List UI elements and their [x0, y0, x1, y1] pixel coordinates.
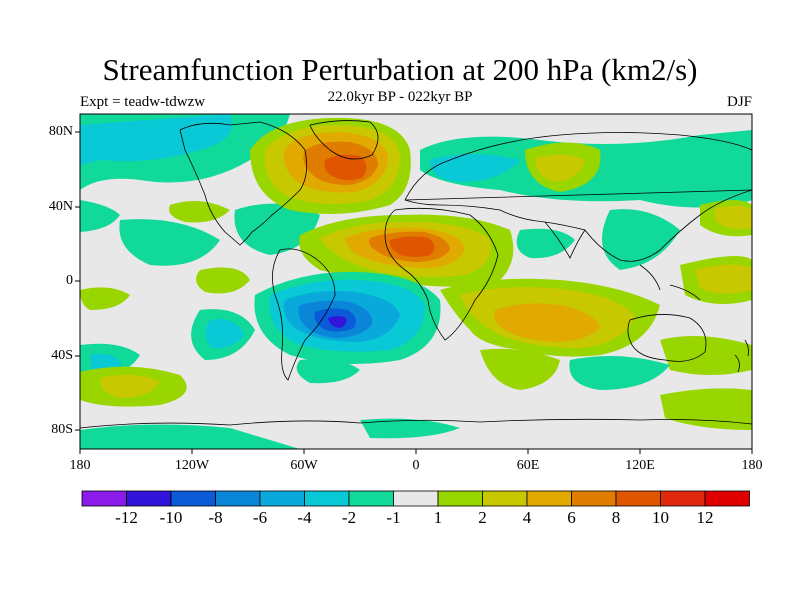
contour-region: [196, 267, 250, 294]
contour-region: [296, 358, 360, 384]
coastlines: [80, 120, 752, 429]
colorbar-swatch: [437, 490, 483, 507]
contour-region: [234, 203, 320, 255]
colorbar: [81, 490, 750, 507]
contour-region: [80, 424, 300, 449]
contour-region: [493, 303, 600, 342]
lat-tick-label: 0: [66, 273, 73, 288]
colorbar-label: -1: [386, 508, 401, 527]
coastline-india: [544, 221, 586, 259]
coastline-greenland: [309, 120, 379, 160]
lat-tick-label: 40S: [51, 348, 73, 363]
colorbar-label: 12: [696, 508, 714, 527]
contour-region: [328, 316, 347, 328]
colorbar-swatch: [482, 490, 528, 507]
colorbar-label: -8: [208, 508, 223, 527]
contour-region: [119, 219, 220, 266]
colorbar-swatch: [215, 490, 261, 507]
lon-tick-label: 180: [741, 458, 763, 473]
lon-tick-label: 180: [69, 458, 91, 473]
colorbar-swatch: [81, 490, 127, 507]
contour-region: [602, 209, 680, 270]
colorbar-label: 10: [652, 508, 669, 527]
lat-tick-label: 80S: [51, 422, 73, 437]
colorbar-label: -2: [341, 508, 357, 527]
contour-region: [695, 264, 752, 294]
colorbar-label: 2: [478, 508, 487, 527]
colorbar-label: -4: [297, 508, 312, 527]
colorbar-label: 6: [567, 508, 576, 527]
colorbar-swatch: [126, 490, 172, 507]
contour-region: [660, 336, 752, 375]
contour-region: [480, 348, 560, 390]
colorbar-label: 1: [433, 508, 443, 527]
contour-region: [169, 201, 230, 223]
colorbar-swatch: [348, 490, 394, 507]
coastline-antarctica: [80, 418, 752, 429]
colorbar-label: -12: [115, 508, 138, 527]
lat-tick-label: 80N: [48, 124, 73, 139]
coastline-new-zealand: [734, 339, 749, 373]
coastline-australia: [627, 314, 707, 362]
contour-region: [205, 319, 245, 349]
contour-region: [80, 287, 130, 310]
colorbar-swatch: [526, 490, 572, 507]
colorbar-label: 8: [611, 508, 621, 527]
colorbar-swatch: [393, 490, 439, 507]
lon-tick-label: 60E: [516, 458, 540, 473]
experiment-label: Expt = teadw-tdwzw: [80, 94, 206, 110]
contour-region: [360, 418, 460, 439]
contour-region: [569, 356, 670, 390]
lon-tick-label: 120E: [625, 458, 655, 473]
contour-region: [660, 168, 752, 208]
coastline-south-america: [272, 248, 336, 381]
contour-region: [99, 374, 160, 398]
lat-tick-label: 40N: [48, 199, 73, 214]
contour-region: [715, 205, 752, 229]
contour-region: [430, 154, 520, 182]
coastline-africa: [384, 207, 499, 341]
colorbar-label: -10: [159, 508, 183, 527]
figure-title: Streamfunction Perturbation at 200 hPa (…: [102, 52, 698, 87]
colorbar-swatch: [615, 490, 661, 507]
contour-region: [535, 154, 585, 182]
lon-tick-label: 0: [412, 458, 420, 473]
contour-region: [389, 236, 435, 257]
axis-ticks: [75, 131, 753, 454]
colorbar-swatch: [704, 490, 750, 507]
colorbar-label: 4: [522, 508, 532, 527]
contour-region: [80, 200, 120, 232]
colorbar-label: -6: [252, 508, 268, 527]
colorbar-swatch: [571, 490, 617, 507]
colorbar-swatch: [660, 490, 706, 507]
contour-field: [80, 114, 752, 449]
contour-region: [324, 154, 367, 181]
period-label: 22.0kyr BP - 022kyr BP: [327, 89, 473, 105]
colorbar-swatch: [259, 490, 305, 507]
contour-region: [80, 114, 232, 165]
contour-region: [516, 228, 575, 259]
season-label: DJF: [726, 94, 752, 110]
coastline-southeast-asia: [639, 264, 701, 301]
colorbar-swatch: [170, 490, 216, 507]
lon-tick-label: 120W: [174, 458, 210, 473]
colorbar-swatch: [304, 490, 350, 507]
lon-tick-label: 60W: [290, 458, 318, 473]
coastline-north-america: [179, 121, 308, 246]
